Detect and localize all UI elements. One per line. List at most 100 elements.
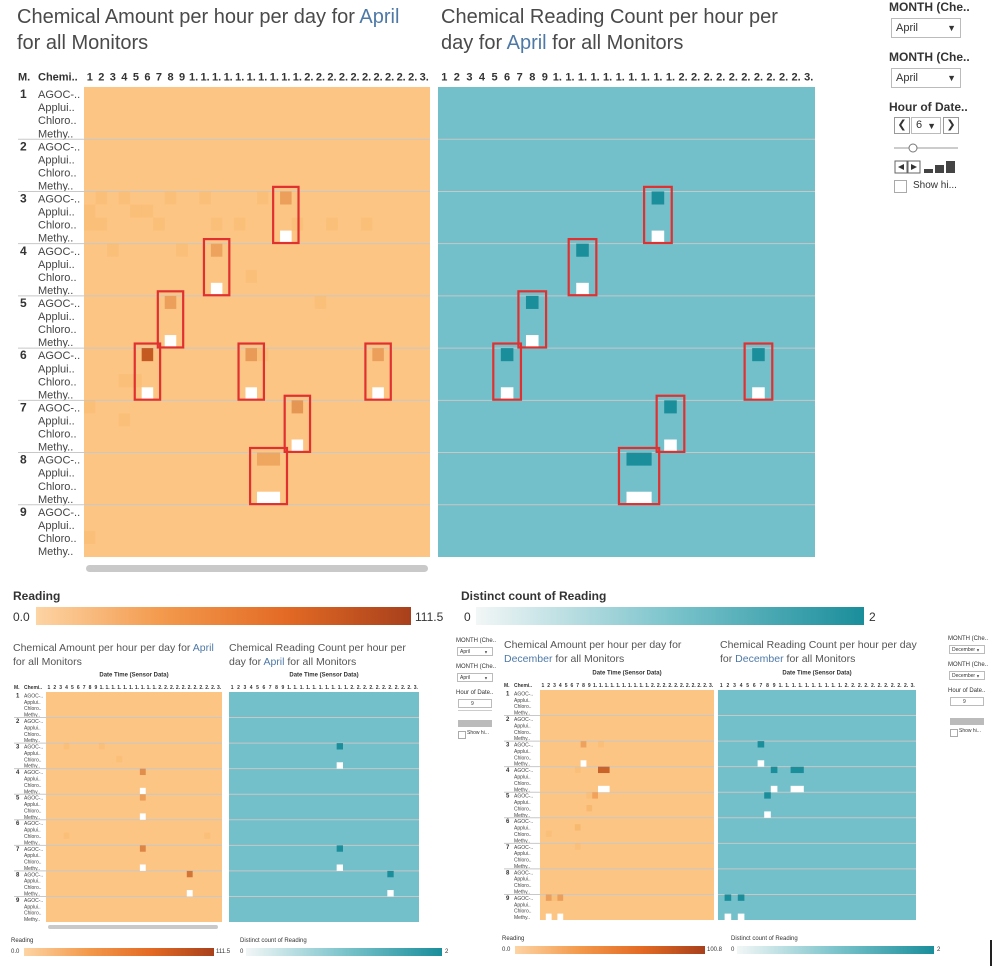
empty-methyl-cell xyxy=(737,913,745,920)
sub-right-month1-select[interactable]: April ▼ xyxy=(457,647,493,656)
x-tick-label: 6 xyxy=(571,683,574,689)
x-tick-label: 7 xyxy=(83,685,86,691)
data-cell xyxy=(280,191,292,205)
month-filter-2-select[interactable]: April ▼ xyxy=(891,68,961,88)
x-tick-label: 3 xyxy=(110,71,116,83)
show-history-checkbox[interactable] xyxy=(894,180,907,193)
sub-right2-show-history-checkbox[interactable] xyxy=(950,729,958,737)
monitor-label: 7 xyxy=(20,400,27,414)
play-backward-icon[interactable] xyxy=(894,160,908,174)
faint-cell xyxy=(116,755,123,763)
chemical-label: Applui.. xyxy=(38,102,75,114)
amount-title-month[interactable]: April xyxy=(359,6,400,28)
x-tick-label: 1. xyxy=(281,71,290,83)
data-cell xyxy=(139,768,146,776)
chemical-label: Applui.. xyxy=(38,207,75,219)
chemical-label: Methy.. xyxy=(24,738,40,744)
empty-methyl-cell xyxy=(387,890,394,897)
data-cell xyxy=(545,894,552,901)
chemical-label: Methy.. xyxy=(24,815,40,821)
chevron-down-icon: ▼ xyxy=(484,649,488,654)
x-tick-label: 2 xyxy=(98,71,104,83)
speed-fast-icon[interactable] xyxy=(946,161,955,173)
x-tick-label: 9 xyxy=(542,71,548,83)
hour-prev-button[interactable]: ❮ xyxy=(894,117,910,134)
sub-right2-hour-select[interactable]: 9 xyxy=(950,697,984,706)
data-cell xyxy=(757,741,765,748)
x-tick-label: 4 xyxy=(65,685,68,691)
x-tick-label: 2. xyxy=(316,71,325,83)
empty-methyl-cell xyxy=(764,811,771,818)
x-tick-label: 3. xyxy=(414,685,419,691)
sub-right-hour-slider[interactable] xyxy=(458,710,492,711)
chemical-label: Chloro.. xyxy=(38,272,77,284)
row-header-monitor: M. xyxy=(18,71,30,83)
empty-methyl-cell xyxy=(580,760,587,767)
faint-cell xyxy=(118,374,131,388)
sub-left-count-title: Chemical Reading Count per hour per day … xyxy=(229,641,419,669)
x-tick-label: 1. xyxy=(622,683,627,689)
hour-filter-label: Hour of Date.. xyxy=(889,100,968,114)
sub-right-playback-controls[interactable] xyxy=(458,720,492,727)
monitor-label: 3 xyxy=(20,192,27,206)
empty-methyl-cell xyxy=(139,787,146,795)
x-tick-label: 1. xyxy=(129,685,134,691)
x-tick-label: 1. xyxy=(212,71,221,83)
month-filter-1-select[interactable]: April ▼ xyxy=(891,18,961,38)
chemical-label: Chloro.. xyxy=(514,781,532,787)
faint-cell xyxy=(84,217,96,231)
x-tick-label: 4 xyxy=(250,685,253,691)
x-tick-label: 2. xyxy=(339,71,348,83)
sub-right-show-history-checkbox[interactable] xyxy=(458,731,466,739)
text-cursor xyxy=(990,940,992,966)
x-tick-label: 2. xyxy=(385,71,394,83)
chemical-label: Chloro.. xyxy=(24,834,42,840)
chemical-label: Chloro.. xyxy=(514,704,532,710)
sub-left-count-title-text: Chemical Reading Count per hour per xyxy=(229,642,406,654)
chemical-label: AGOC-.. xyxy=(514,870,533,876)
x-tick-label: 1. xyxy=(616,71,625,83)
sub-right2-month2-select[interactable]: December ▼ xyxy=(949,671,985,680)
hour-slider-handle[interactable] xyxy=(908,143,918,153)
row-header-monitor: M. xyxy=(14,685,20,691)
monitor-label: 9 xyxy=(506,896,510,902)
highlight-box xyxy=(202,237,231,297)
chemical-label: Applui.. xyxy=(514,826,531,832)
x-tick-label: 6 xyxy=(77,685,80,691)
monitor-label: 5 xyxy=(20,296,27,310)
speed-slow-icon[interactable] xyxy=(924,169,933,173)
x-tick-label: 1. xyxy=(331,685,336,691)
sub-right-hour-select[interactable]: 9 xyxy=(458,699,492,708)
count-title-month[interactable]: April xyxy=(506,32,547,54)
sub-right2-playback-controls[interactable] xyxy=(950,718,984,725)
faint-cell xyxy=(130,374,142,388)
x-tick-label: 1. xyxy=(653,71,662,83)
x-tick-label: 2. xyxy=(845,683,850,689)
hour-next-button[interactable]: ❯ xyxy=(943,117,959,134)
x-tick-label: 5 xyxy=(71,685,74,691)
faint-cell xyxy=(574,766,581,774)
x-axis-title: Date Time (Sensor Data) xyxy=(592,671,661,677)
play-forward-icon[interactable] xyxy=(907,160,921,174)
sub-right-amount-title-suffix: for all Monitors xyxy=(552,653,625,665)
count-title-text2: day for xyxy=(441,32,507,54)
speed-medium-icon[interactable] xyxy=(935,165,944,173)
chemical-label: Methy.. xyxy=(38,546,73,558)
sub-left-reading-legend-title: Reading xyxy=(11,938,34,944)
chemical-label: Methy.. xyxy=(24,764,40,770)
chemical-label: Applui.. xyxy=(514,774,531,780)
x-tick-label: 2. xyxy=(407,685,412,691)
empty-methyl-cell xyxy=(372,387,384,401)
chemical-label: Methy.. xyxy=(514,762,530,768)
faint-cell xyxy=(245,269,257,283)
sub-right-month2-select[interactable]: April ▼ xyxy=(457,673,493,682)
hour-select[interactable]: 6 ▼ xyxy=(911,117,941,134)
chemical-label: AGOC-.. xyxy=(514,794,533,800)
chemical-label: Applui.. xyxy=(24,904,41,910)
sub-right-month1-label: MONTH (Che.. xyxy=(456,638,497,644)
amount-title-suffix: for all Monitors xyxy=(17,32,149,54)
sub-right2-month1-select[interactable]: December ▼ xyxy=(949,645,985,654)
sub-right2-hour-value: 9 xyxy=(963,699,966,705)
empty-methyl-cell xyxy=(757,760,765,767)
x-tick-label: 9 xyxy=(179,71,185,83)
